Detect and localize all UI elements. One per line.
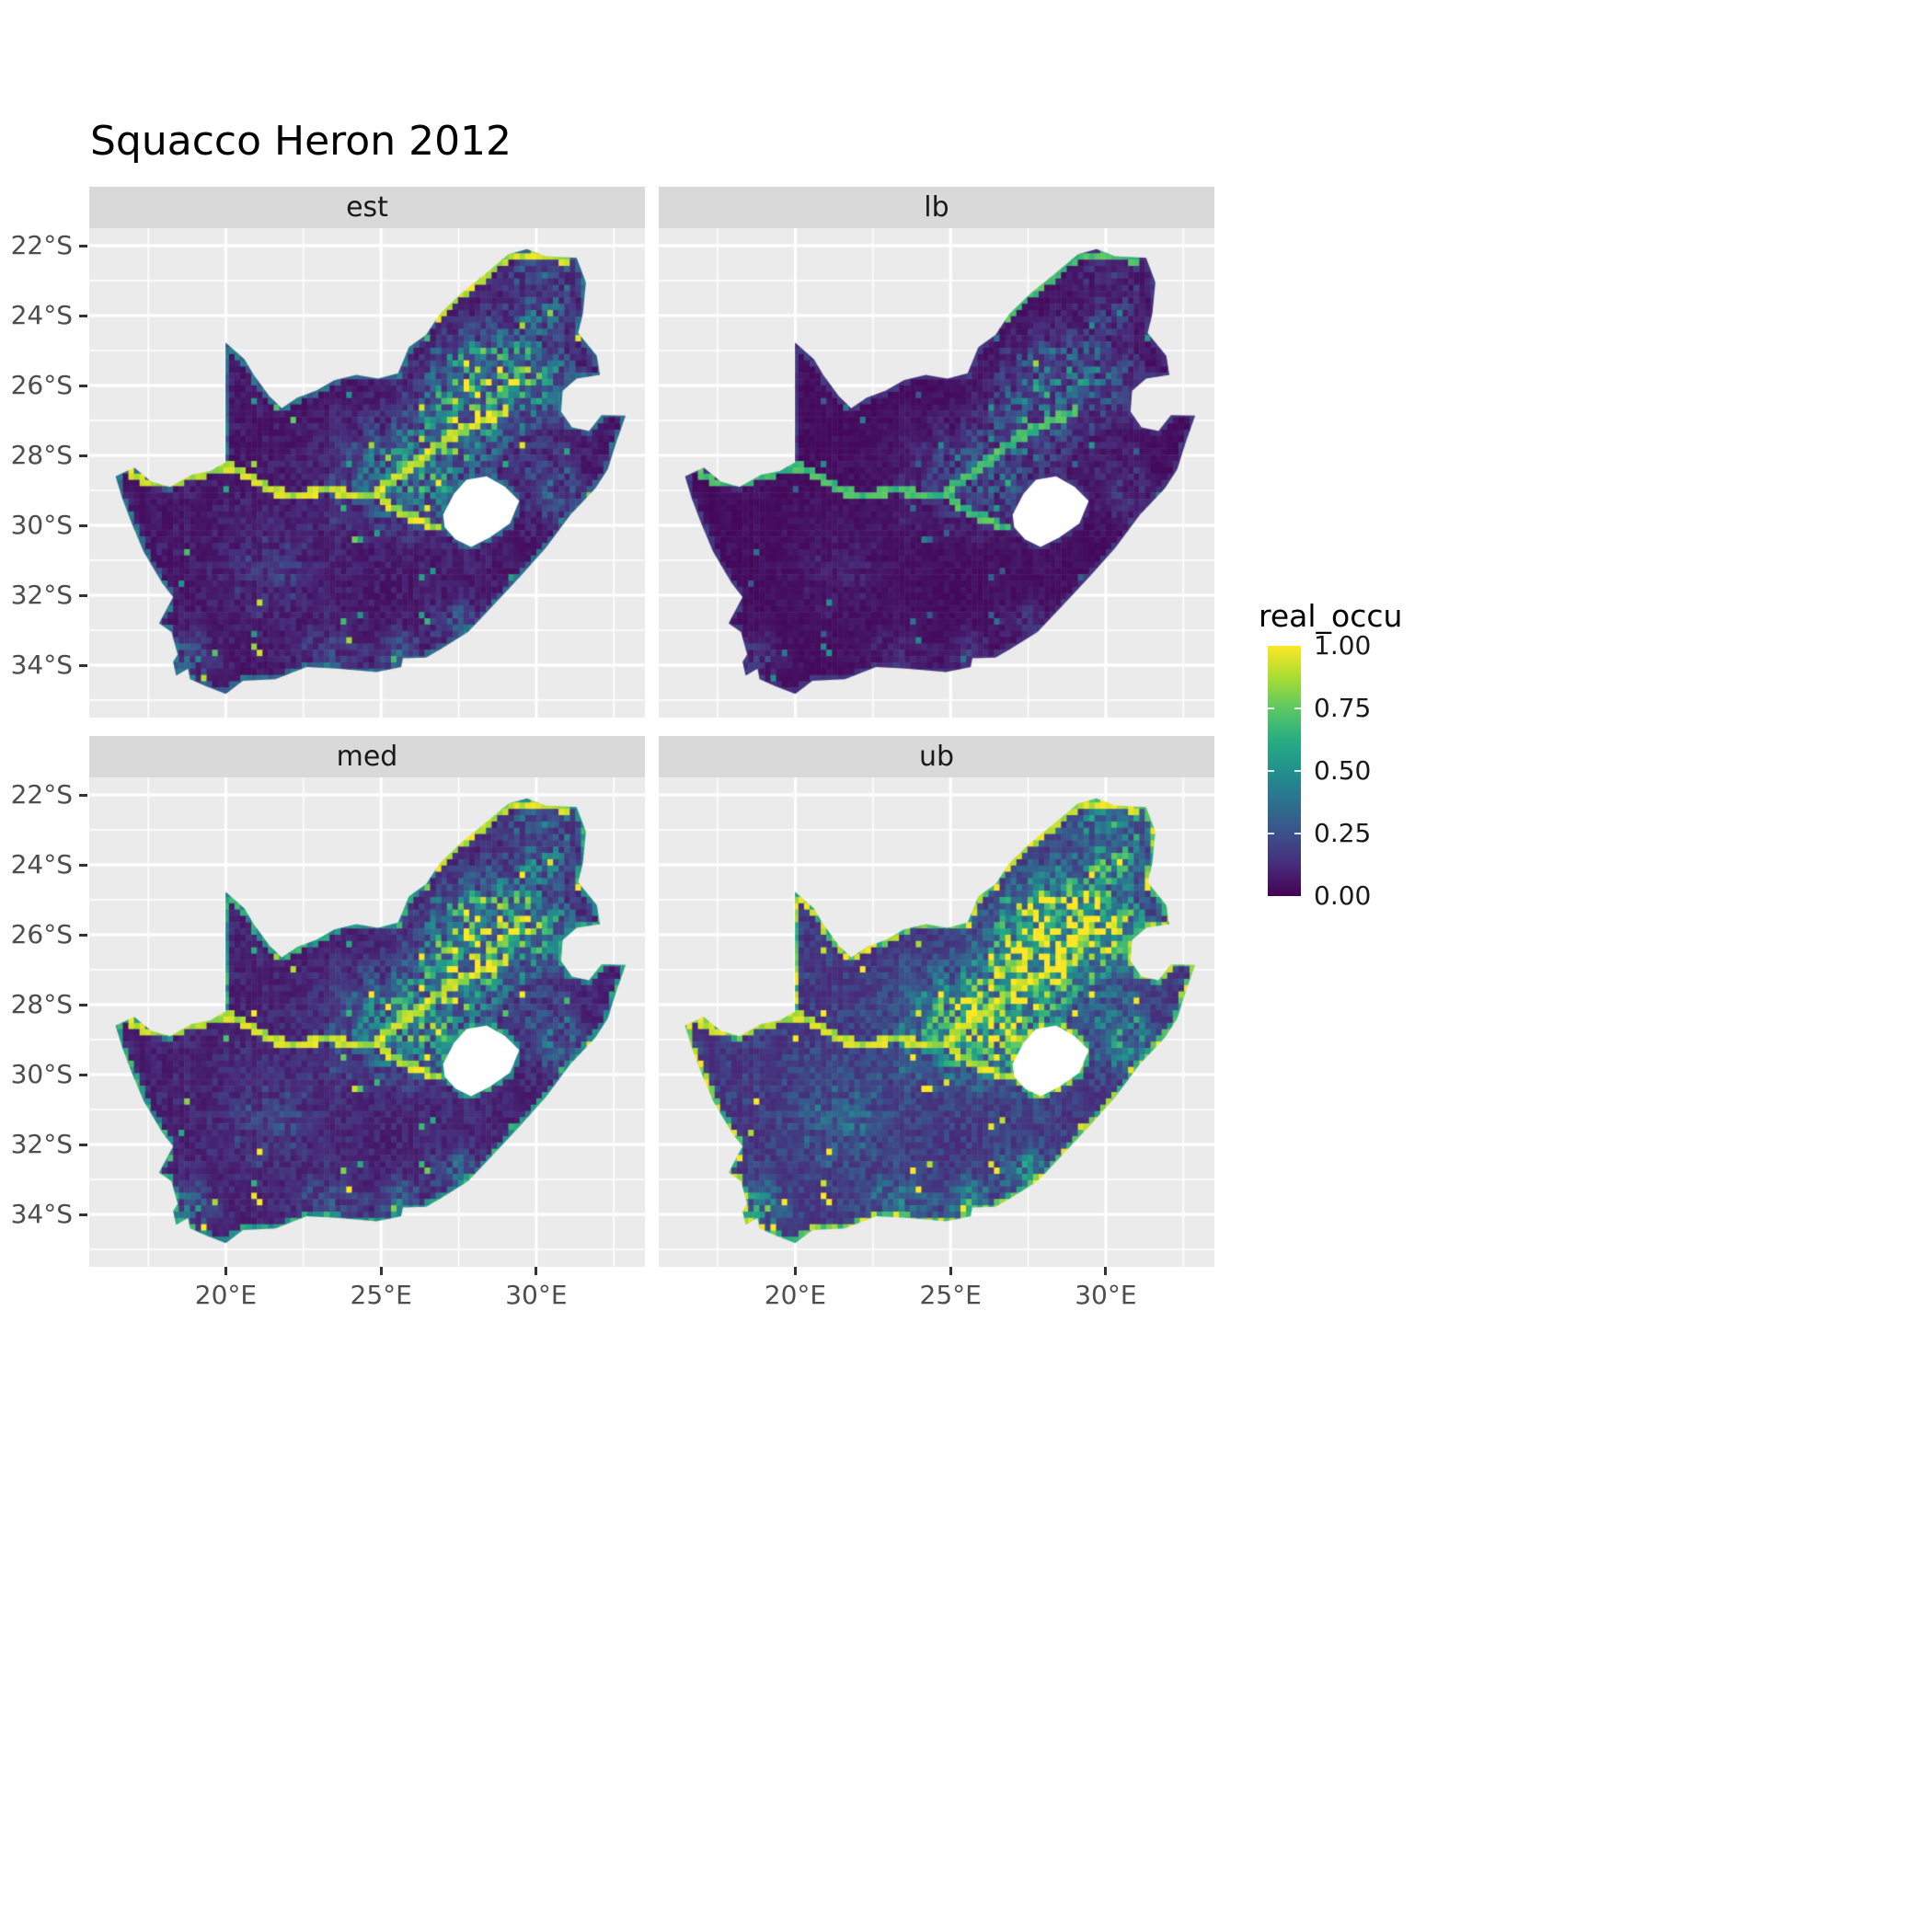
y-axis-label: 24°S — [10, 300, 73, 330]
y-tick-mark — [79, 663, 87, 667]
x-tick-mark — [1104, 1267, 1108, 1275]
y-tick-mark — [79, 1003, 87, 1006]
legend-tick-mark — [1268, 707, 1274, 709]
y-tick-mark — [79, 314, 87, 317]
facet-strip-est: est — [89, 187, 645, 228]
legend-title: real_occu — [1259, 598, 1403, 634]
y-axis-label: 28°S — [10, 989, 73, 1019]
legend-tick-mark — [1294, 707, 1301, 709]
y-tick-mark — [79, 454, 87, 457]
y-axis-label: 32°S — [10, 1129, 73, 1159]
y-tick-mark — [79, 593, 87, 597]
plot-title: Squacco Heron 2012 — [90, 118, 512, 165]
facet-lb: lb — [659, 187, 1214, 718]
x-axis-label: 20°E — [764, 1280, 827, 1310]
x-tick-mark — [379, 1267, 383, 1275]
legend-tick-mark — [1294, 833, 1301, 834]
x-tick-mark — [224, 1267, 227, 1275]
map-canvas-lb — [659, 228, 1214, 718]
y-tick-mark — [79, 523, 87, 527]
facet-label-lb: lb — [924, 191, 949, 224]
x-axis-label: 30°E — [1075, 1280, 1137, 1310]
y-axis-label: 26°S — [10, 370, 73, 400]
legend-tick-label: 0.00 — [1314, 880, 1372, 911]
y-tick-mark — [79, 1143, 87, 1146]
y-tick-mark — [79, 793, 87, 797]
facet-strip-med: med — [89, 736, 645, 777]
facet-label-est: est — [346, 191, 388, 224]
y-tick-mark — [79, 384, 87, 387]
y-axis-label: 34°S — [10, 1199, 73, 1229]
x-tick-mark — [793, 1267, 797, 1275]
y-tick-mark — [79, 1073, 87, 1076]
y-axis-label: 26°S — [10, 919, 73, 949]
legend: real_occu 1.00 0.75 0.50 0.25 0.00 — [1259, 598, 1443, 948]
legend-tick-label: 1.00 — [1314, 630, 1372, 661]
y-axis-label: 22°S — [10, 230, 73, 260]
y-tick-mark — [79, 933, 87, 937]
facet-strip-lb: lb — [659, 187, 1214, 228]
legend-tick-label: 0.25 — [1314, 818, 1372, 848]
facet-ub: ub — [659, 736, 1214, 1267]
x-axis-label: 30°E — [505, 1280, 568, 1310]
y-axis-label: 24°S — [10, 849, 73, 880]
legend-tick-label: 0.75 — [1314, 693, 1372, 723]
map-canvas-est — [89, 228, 645, 718]
x-tick-mark — [535, 1267, 538, 1275]
facet-label-med: med — [336, 741, 398, 773]
y-tick-mark — [79, 1213, 87, 1216]
facet-est: est — [89, 187, 645, 718]
facet-label-ub: ub — [918, 741, 955, 773]
map-canvas-ub — [659, 777, 1214, 1267]
map-canvas-med — [89, 777, 645, 1267]
y-axis-label: 30°S — [10, 1059, 73, 1089]
x-axis-label: 25°E — [919, 1280, 982, 1310]
x-axis-label: 25°E — [350, 1280, 412, 1310]
y-tick-mark — [79, 244, 87, 247]
y-tick-mark — [79, 863, 87, 867]
facet-med: med — [89, 736, 645, 1267]
y-axis-label: 30°S — [10, 510, 73, 540]
y-axis-label: 22°S — [10, 779, 73, 810]
facet-strip-ub: ub — [659, 736, 1214, 777]
y-axis-label: 34°S — [10, 650, 73, 680]
x-tick-mark — [949, 1267, 952, 1275]
legend-tick-label: 0.50 — [1314, 755, 1372, 786]
legend-tick-mark — [1268, 833, 1274, 834]
legend-tick-mark — [1294, 770, 1301, 772]
y-axis-label: 28°S — [10, 440, 73, 470]
x-axis-label: 20°E — [194, 1280, 258, 1310]
legend-tick-mark — [1268, 770, 1274, 772]
y-axis-label: 32°S — [10, 580, 73, 610]
